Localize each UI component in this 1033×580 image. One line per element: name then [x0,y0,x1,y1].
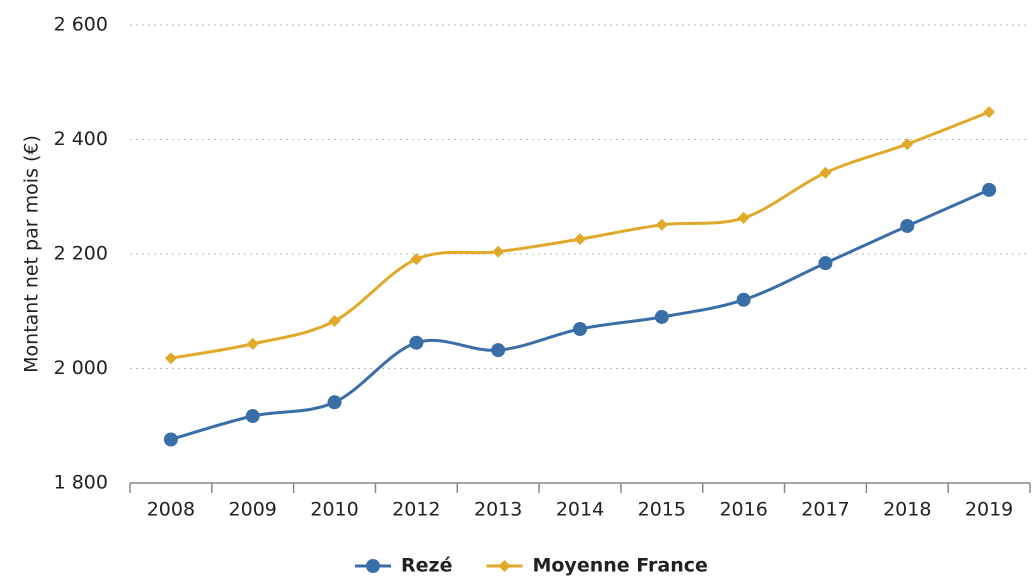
point [409,335,424,350]
point [818,256,833,271]
point [498,560,511,572]
legend: Rezé Moyenne France [355,555,708,577]
point [819,166,832,179]
point [245,409,260,424]
y-tick-label: 1 800 [54,472,108,494]
point [163,432,178,447]
point [491,343,506,358]
series-line [170,188,990,441]
point [737,211,750,224]
x-tick-label: 2019 [965,499,1013,521]
point [982,182,997,197]
point [327,395,342,410]
point [246,337,259,350]
x-tick-label: 2014 [556,499,604,521]
point [410,253,423,266]
point [164,352,177,365]
legend-label: Moyenne France [532,555,707,577]
x-tick-label: 2010 [310,499,358,521]
x-tick-label: 2009 [229,499,277,521]
x-tick-label: 2018 [883,499,931,521]
point [574,233,586,246]
point [983,106,996,119]
y-tick-label: 2 600 [54,14,108,36]
point [654,309,669,324]
point [901,138,914,151]
point [366,559,380,573]
y-tick-label: 2 400 [54,128,108,150]
point [900,218,915,233]
legend-label: Rezé [401,555,452,577]
point [492,245,505,258]
x-tick-label: 2012 [392,499,440,521]
y-tick-label: 2 000 [54,357,108,379]
point [573,321,587,336]
point [328,314,341,327]
y-tick-label: 2 200 [54,243,108,265]
x-tick-label: 2016 [719,499,767,521]
point [655,218,668,231]
x-tick-label: 2013 [474,499,522,521]
x-tick-label: 2015 [638,499,686,521]
y-axis-label: Montant net par mois (€) [21,135,43,373]
x-tick-label: 2017 [801,499,849,521]
point [736,292,751,307]
x-tick-label: 2008 [147,499,195,521]
